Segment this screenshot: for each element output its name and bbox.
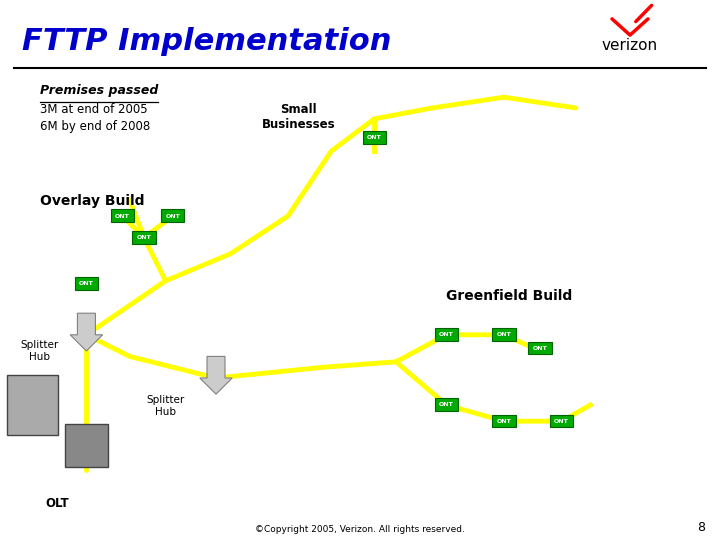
- Text: OLT: OLT: [46, 497, 69, 510]
- Text: Small
Businesses: Small Businesses: [262, 103, 336, 131]
- FancyBboxPatch shape: [65, 424, 108, 467]
- FancyBboxPatch shape: [7, 375, 58, 435]
- Text: Overlay Build: Overlay Build: [40, 194, 144, 208]
- Text: Premises passed: Premises passed: [40, 84, 158, 97]
- FancyBboxPatch shape: [111, 210, 134, 222]
- Text: ONT: ONT: [497, 332, 511, 338]
- Text: 3M at end of 2005: 3M at end of 2005: [40, 103, 147, 116]
- Text: ONT: ONT: [554, 418, 569, 424]
- FancyBboxPatch shape: [528, 342, 552, 354]
- FancyBboxPatch shape: [435, 328, 458, 341]
- Text: ONT: ONT: [115, 213, 130, 219]
- Text: ONT: ONT: [367, 135, 382, 140]
- FancyBboxPatch shape: [363, 131, 386, 144]
- Text: Circuit
Switch: Circuit Switch: [14, 395, 49, 417]
- Text: Splitter
Hub: Splitter Hub: [20, 340, 59, 362]
- Text: ONT: ONT: [79, 281, 94, 286]
- Text: ©Copyright 2005, Verizon. All rights reserved.: ©Copyright 2005, Verizon. All rights res…: [255, 524, 465, 534]
- Text: ONT: ONT: [497, 418, 511, 424]
- FancyBboxPatch shape: [550, 415, 573, 427]
- Text: 6M by end of 2008: 6M by end of 2008: [40, 120, 150, 133]
- Text: Greenfield Build: Greenfield Build: [446, 289, 572, 303]
- FancyBboxPatch shape: [132, 231, 156, 244]
- FancyBboxPatch shape: [161, 210, 184, 222]
- Text: Splitter
Hub: Splitter Hub: [146, 395, 185, 417]
- Text: ONT: ONT: [533, 346, 547, 351]
- FancyArrow shape: [199, 356, 232, 394]
- Text: ONT: ONT: [137, 235, 151, 240]
- FancyBboxPatch shape: [75, 277, 98, 289]
- Text: FTTP Implementation: FTTP Implementation: [22, 27, 391, 56]
- Text: ONT: ONT: [439, 402, 454, 408]
- FancyBboxPatch shape: [492, 328, 516, 341]
- FancyBboxPatch shape: [492, 415, 516, 427]
- Text: 8: 8: [698, 521, 706, 534]
- FancyBboxPatch shape: [435, 399, 458, 411]
- Text: ONT: ONT: [166, 213, 180, 219]
- Text: verizon: verizon: [602, 38, 658, 53]
- FancyArrow shape: [71, 313, 102, 351]
- Text: ONT: ONT: [439, 332, 454, 338]
